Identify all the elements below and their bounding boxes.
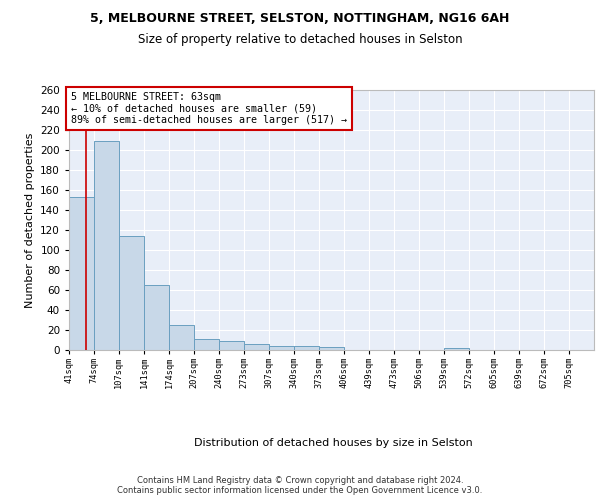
Text: Distribution of detached houses by size in Selston: Distribution of detached houses by size … [194,438,472,448]
Bar [145,285,169,350]
Bar [119,236,145,350]
Text: 5, MELBOURNE STREET, SELSTON, NOTTINGHAM, NG16 6AH: 5, MELBOURNE STREET, SELSTON, NOTTINGHAM… [91,12,509,26]
Text: Size of property relative to detached houses in Selston: Size of property relative to detached ho… [137,32,463,46]
Text: Contains HM Land Registry data © Crown copyright and database right 2024.
Contai: Contains HM Land Registry data © Crown c… [118,476,482,495]
Bar [169,325,194,350]
Bar [444,348,469,350]
Bar [219,341,244,350]
Bar [69,197,94,350]
Text: 5 MELBOURNE STREET: 63sqm
← 10% of detached houses are smaller (59)
89% of semi-: 5 MELBOURNE STREET: 63sqm ← 10% of detac… [71,92,347,125]
Bar [269,346,294,350]
Bar [94,141,119,350]
Bar [194,339,219,350]
Y-axis label: Number of detached properties: Number of detached properties [25,132,35,308]
Bar [294,346,319,350]
Bar [244,344,269,350]
Bar [319,347,344,350]
